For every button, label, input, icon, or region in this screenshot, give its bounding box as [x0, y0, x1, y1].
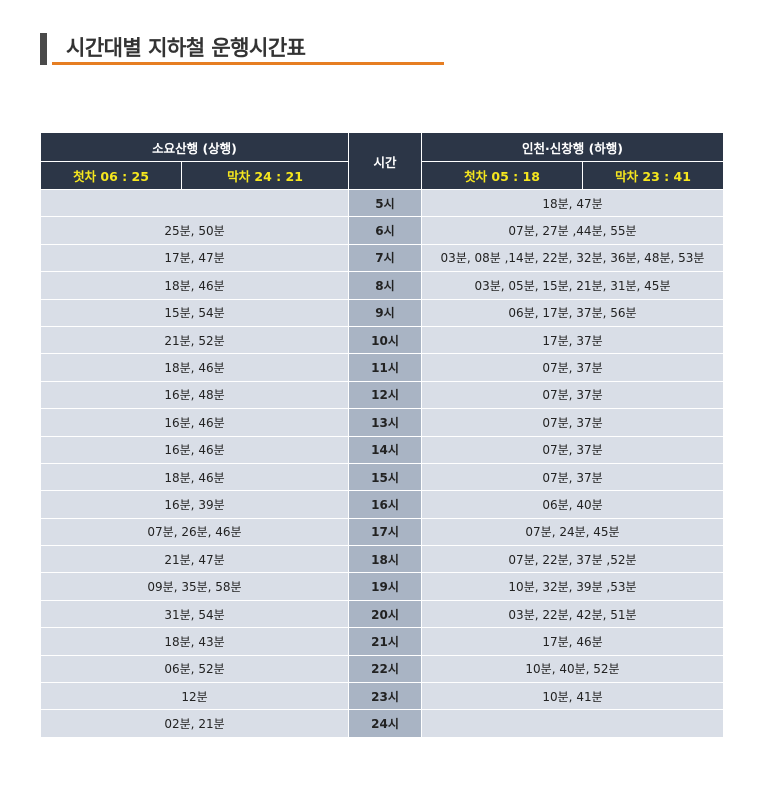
down-times-cell: 07분, 37분 — [421, 353, 724, 382]
table-row: 25분, 50분 6시 07분, 27분 ,44분, 55분 — [40, 216, 724, 245]
up-times-cell: 18분, 46분 — [40, 271, 349, 300]
down-times-cell: 03분, 22분, 42분, 51분 — [421, 599, 724, 629]
down-times-cell: 07분, 37분 — [421, 435, 724, 464]
hour-cell: 15시 — [348, 462, 422, 492]
down-times-cell: 17분, 37분 — [421, 325, 724, 355]
hour-cell: 22시 — [348, 654, 422, 684]
header-row-first-last: 첫차 06 : 25 막차 24 : 21 첫차 05 : 18 막차 23 :… — [40, 161, 724, 190]
up-times-cell: 09분, 35분, 58분 — [40, 572, 349, 601]
up-last-train: 막차 24 : 21 — [181, 161, 349, 190]
page-title: 시간대별 지하철 운행시간표 — [66, 36, 306, 60]
table-row: 5시 18분, 47분 — [40, 188, 724, 218]
up-times-cell: 21분, 52분 — [40, 325, 349, 355]
hour-cell: 7시 — [348, 243, 422, 273]
up-times-cell: 16분, 48분 — [40, 380, 349, 410]
header-row-directions: 소요산행 (상행) 시간 인천·신창행 (하행) — [40, 132, 724, 190]
up-times-cell: 16분, 46분 — [40, 408, 349, 437]
down-times-cell: 17분, 46분 — [421, 627, 724, 656]
table-row: 18분, 46분 8시 03분, 05분, 15분, 21분, 31분, 45분 — [40, 271, 724, 300]
down-times-cell: 03분, 05분, 15분, 21분, 31분, 45분 — [421, 271, 724, 300]
down-direction-header: 인천·신창행 (하행) — [421, 132, 724, 162]
table-row: 31분, 54분 20시 03분, 22분, 42분, 51분 — [40, 599, 724, 629]
hour-cell: 13시 — [348, 408, 422, 437]
hour-cell: 19시 — [348, 572, 422, 601]
down-first-train: 첫차 05 : 18 — [421, 161, 583, 190]
up-times-cell: 31분, 54분 — [40, 599, 349, 629]
table-row: 18분, 46분 11시 07분, 37분 — [40, 353, 724, 382]
timetable-body: 5시 18분, 47분 25분, 50분 6시 07분, 27분 ,44분, 55분 17… — [40, 188, 724, 738]
title-marker — [40, 33, 47, 65]
down-times-cell: 03분, 08분 ,14분, 22분, 32분, 36분, 48분, 53분 — [421, 243, 724, 273]
down-times-cell: 07분, 22분, 37분 ,52분 — [421, 545, 724, 574]
table-row: 09분, 35분, 58분 19시 10분, 32분, 39분 ,53분 — [40, 572, 724, 601]
down-times-cell: 07분, 37분 — [421, 462, 724, 492]
table-row: 15분, 54분 9시 06분, 17분, 37분, 56분 — [40, 298, 724, 327]
up-times-cell: 18분, 46분 — [40, 462, 349, 492]
hour-cell: 14시 — [348, 435, 422, 464]
down-times-cell: 10분, 32분, 39분 ,53분 — [421, 572, 724, 601]
table-row: 06분, 52분 22시 10분, 40분, 52분 — [40, 654, 724, 684]
up-times-cell: 12분 — [40, 682, 349, 711]
down-times-cell: 07분, 37분 — [421, 380, 724, 410]
hour-cell: 11시 — [348, 353, 422, 382]
up-times-cell: 21분, 47분 — [40, 545, 349, 574]
hour-cell: 16시 — [348, 490, 422, 519]
table-row: 16분, 46분 14시 07분, 37분 — [40, 435, 724, 464]
page-title-bar: 시간대별 지하철 운행시간표 — [40, 30, 444, 66]
up-times-cell: 06분, 52분 — [40, 654, 349, 684]
time-column-header: 시간 — [348, 132, 422, 190]
table-row: 07분, 26분, 46분 17시 07분, 24분, 45분 — [40, 517, 724, 547]
down-times-cell: 18분, 47분 — [421, 188, 724, 218]
title-underline — [52, 62, 444, 65]
hour-cell: 5시 — [348, 188, 422, 218]
hour-cell: 17시 — [348, 517, 422, 547]
table-row: 21분, 47분 18시 07분, 22분, 37분 ,52분 — [40, 545, 724, 574]
up-times-cell: 18분, 46분 — [40, 353, 349, 382]
up-times-cell: 16분, 46분 — [40, 435, 349, 464]
down-times-cell: 06분, 17분, 37분, 56분 — [421, 298, 724, 327]
subway-timetable: 소요산행 (상행) 시간 인천·신창행 (하행) 첫차 06 : 25 막차 2… — [40, 132, 724, 738]
hour-cell: 9시 — [348, 298, 422, 327]
down-times-cell: 07분, 37분 — [421, 408, 724, 437]
hour-cell: 24시 — [348, 709, 422, 738]
down-last-train: 막차 23 : 41 — [582, 161, 724, 190]
hour-cell: 18시 — [348, 545, 422, 574]
hour-cell: 21시 — [348, 627, 422, 656]
up-times-cell: 16분, 39분 — [40, 490, 349, 519]
up-times-cell: 17분, 47분 — [40, 243, 349, 273]
table-row: 17분, 47분 7시 03분, 08분 ,14분, 22분, 32분, 36분, … — [40, 243, 724, 273]
hour-cell: 8시 — [348, 271, 422, 300]
down-times-cell: 06분, 40분 — [421, 490, 724, 519]
table-row: 16분, 39분 16시 06분, 40분 — [40, 490, 724, 519]
table-row: 02분, 21분 24시 — [40, 709, 724, 738]
up-times-cell: 02분, 21분 — [40, 709, 349, 738]
hour-cell: 6시 — [348, 216, 422, 245]
up-times-cell: 07분, 26분, 46분 — [40, 517, 349, 547]
hour-cell: 23시 — [348, 682, 422, 711]
hour-cell: 10시 — [348, 325, 422, 355]
hour-cell: 12시 — [348, 380, 422, 410]
up-times-cell: 25분, 50분 — [40, 216, 349, 245]
table-row: 16분, 46분 13시 07분, 37분 — [40, 408, 724, 437]
up-times-cell: 18분, 43분 — [40, 627, 349, 656]
table-row: 21분, 52분 10시 17분, 37분 — [40, 325, 724, 355]
table-row: 12분 23시 10분, 41분 — [40, 682, 724, 711]
hour-cell: 20시 — [348, 599, 422, 629]
table-row: 16분, 48분 12시 07분, 37분 — [40, 380, 724, 410]
table-row: 18분, 46분 15시 07분, 37분 — [40, 462, 724, 492]
down-times-cell: 07분, 27분 ,44분, 55분 — [421, 216, 724, 245]
up-first-train: 첫차 06 : 25 — [40, 161, 182, 190]
table-row: 18분, 43분 21시 17분, 46분 — [40, 627, 724, 656]
down-times-cell: 10분, 40분, 52분 — [421, 654, 724, 684]
down-times-cell — [421, 709, 724, 738]
down-times-cell: 10분, 41분 — [421, 682, 724, 711]
up-times-cell: 15분, 54분 — [40, 298, 349, 327]
up-direction-header: 소요산행 (상행) — [40, 132, 349, 162]
down-times-cell: 07분, 24분, 45분 — [421, 517, 724, 547]
up-times-cell — [40, 188, 349, 218]
